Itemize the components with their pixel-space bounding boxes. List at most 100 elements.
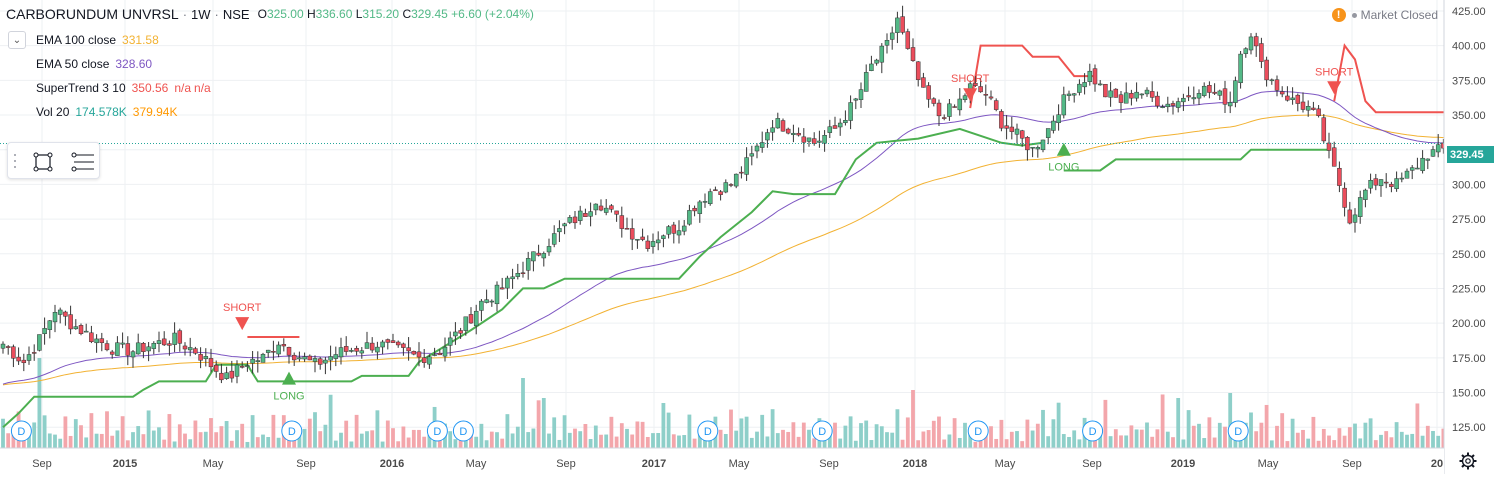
volume-bar bbox=[1150, 436, 1155, 448]
candle-body bbox=[853, 98, 859, 101]
fib-lines-tool-icon[interactable] bbox=[70, 151, 96, 173]
indicator-ema100[interactable]: EMA 100 close 331.58 bbox=[36, 33, 165, 47]
rectangle-tool-icon[interactable] bbox=[32, 151, 54, 173]
dividend-marker[interactable]: D bbox=[811, 420, 833, 442]
indicator-value: 174.578K bbox=[75, 105, 127, 119]
market-status[interactable]: ! Market Closed bbox=[1331, 8, 1438, 22]
candle-body bbox=[603, 207, 609, 213]
volume-bar bbox=[1311, 416, 1316, 448]
volume-bar bbox=[240, 423, 245, 448]
candle-body bbox=[453, 331, 458, 337]
volume-bar bbox=[401, 426, 406, 448]
candle-body bbox=[349, 350, 354, 352]
candle-body bbox=[1040, 139, 1046, 151]
dividend-marker[interactable]: D bbox=[967, 420, 989, 442]
candle-body bbox=[1383, 181, 1389, 184]
volume-bar bbox=[1347, 427, 1352, 448]
volume-bar bbox=[188, 439, 193, 448]
volume-bar bbox=[1249, 412, 1253, 448]
dividend-marker[interactable]: D bbox=[697, 420, 719, 442]
volume-bar bbox=[1004, 439, 1009, 448]
collapse-indicators-button[interactable]: ⌄ bbox=[8, 31, 26, 49]
candle-body bbox=[1264, 59, 1269, 81]
y-tick-label: 400.00 bbox=[1452, 41, 1486, 53]
volume-bar bbox=[323, 424, 328, 448]
volume-bar bbox=[495, 432, 499, 448]
candle-body bbox=[99, 338, 105, 343]
dividend-marker[interactable]: D bbox=[452, 420, 474, 442]
volume-bar bbox=[1285, 441, 1290, 448]
volume-bar bbox=[1275, 425, 1279, 448]
candle-body bbox=[1103, 83, 1108, 98]
volume-bar bbox=[484, 440, 489, 448]
candle-body bbox=[905, 31, 911, 49]
volume-bar bbox=[448, 431, 453, 448]
short-signal-label: SHORT bbox=[1315, 66, 1354, 78]
candle-body bbox=[848, 102, 853, 121]
volume-bar bbox=[1056, 402, 1061, 448]
candle-body bbox=[973, 82, 978, 86]
candle-body bbox=[375, 346, 380, 353]
volume-bar bbox=[1280, 413, 1285, 448]
indicator-name: SuperTrend 3 10 bbox=[36, 81, 126, 95]
indicator-ema50[interactable]: EMA 50 close 328.60 bbox=[36, 57, 158, 71]
dividend-marker-circle bbox=[811, 420, 833, 442]
x-tick-label: 2019 bbox=[1171, 458, 1195, 470]
candle-body bbox=[385, 339, 391, 343]
volume-bar bbox=[562, 415, 567, 448]
candle-body bbox=[286, 346, 292, 356]
volume-bar bbox=[1165, 431, 1170, 448]
volume-bar bbox=[203, 431, 208, 448]
candle-body bbox=[130, 351, 136, 358]
candle-body bbox=[73, 326, 79, 330]
candle-body bbox=[1238, 53, 1243, 84]
indicator-volume[interactable]: Vol 20 174.578K 379.94K bbox=[36, 105, 183, 119]
candle-body bbox=[473, 310, 479, 327]
candle-body bbox=[1212, 91, 1217, 94]
volume-bar bbox=[1316, 440, 1321, 448]
candle-body bbox=[1134, 91, 1139, 99]
dividend-marker[interactable]: D bbox=[1227, 420, 1249, 442]
candles bbox=[0, 5, 1457, 384]
volume-bar bbox=[682, 435, 687, 448]
volume-bar bbox=[1431, 430, 1435, 448]
volume-bar bbox=[526, 432, 531, 448]
volume-bar bbox=[1368, 418, 1373, 448]
candle-body bbox=[572, 216, 578, 224]
gear-icon[interactable] bbox=[1458, 451, 1478, 471]
volume-bar bbox=[573, 428, 577, 448]
volume-bar bbox=[1399, 431, 1404, 448]
volume-bar bbox=[229, 440, 234, 448]
x-tick-label: 2015 bbox=[113, 458, 137, 470]
x-tick-label: Sep bbox=[1082, 458, 1102, 470]
volume-bar bbox=[859, 423, 863, 448]
volume-bar bbox=[692, 438, 697, 448]
dividend-marker[interactable]: D bbox=[10, 420, 32, 442]
candle-body bbox=[749, 153, 755, 157]
interval-label[interactable]: 1W bbox=[191, 6, 211, 22]
volume-bar bbox=[479, 423, 484, 448]
dividend-marker[interactable]: D bbox=[281, 420, 303, 442]
volume-bar bbox=[697, 433, 702, 448]
dividend-marker[interactable]: D bbox=[426, 420, 448, 442]
candle-body bbox=[858, 89, 864, 100]
x-tick-label: May bbox=[203, 458, 224, 470]
candle-body bbox=[884, 40, 890, 46]
volume-bar bbox=[47, 433, 52, 448]
current-price-label: 329.45 bbox=[1447, 146, 1494, 163]
x-tick-label: Sep bbox=[1342, 458, 1362, 470]
candle-body bbox=[1269, 79, 1275, 82]
volume-bar bbox=[1072, 430, 1077, 448]
indicator-supertrend[interactable]: SuperTrend 3 10 350.56 n/a n/a bbox=[36, 81, 217, 95]
candle-body bbox=[31, 352, 37, 354]
volume-bar bbox=[994, 438, 999, 448]
drag-handle-icon[interactable] bbox=[13, 152, 17, 170]
symbol-name[interactable]: CARBORUNDUM UNVRSL bbox=[6, 6, 179, 22]
dividend-marker[interactable]: D bbox=[1082, 420, 1104, 442]
volume-bar bbox=[1436, 435, 1441, 448]
volume-bar bbox=[339, 432, 343, 448]
long-signal-arrow bbox=[1056, 142, 1071, 156]
candle-body bbox=[1009, 126, 1015, 132]
